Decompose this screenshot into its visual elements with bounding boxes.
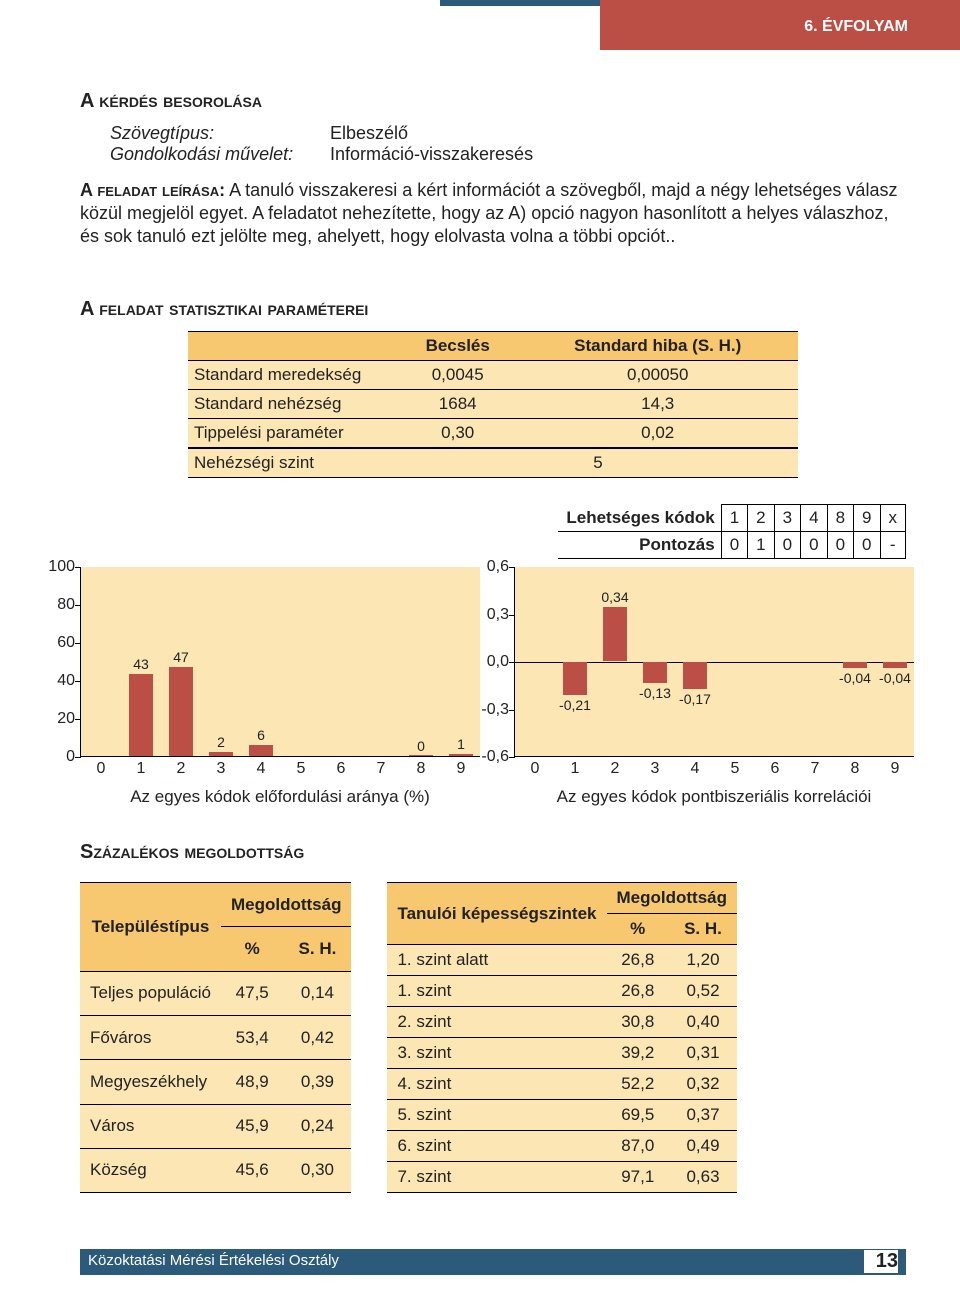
table-row: Megyeszékhely48,90,39	[80, 1060, 351, 1104]
table-row: 6. szint87,00,49	[387, 1131, 737, 1162]
classification-list: Szövegtípus:Elbeszélő Gondolkodási művel…	[110, 123, 906, 165]
col-pct: %	[607, 914, 669, 945]
kv-value: Információ-visszakeresés	[330, 144, 533, 164]
param-se: 14,3	[517, 390, 798, 419]
description-lead: A feladat leírása:	[80, 180, 225, 200]
param-header-empty	[188, 332, 398, 361]
settlement-table: Településtípus Megoldottság % S. H. Telj…	[80, 882, 351, 1193]
table-row: 1. szint26,80,52	[387, 976, 737, 1007]
table-row: Standard nehézség168414,3	[188, 390, 798, 419]
table-row: Tippelési paraméter0,300,02	[188, 419, 798, 449]
correlation-chart: -0,6-0,30,00,30,60123456789-0,210,34-0,1…	[514, 567, 914, 807]
table-row: 4. szint52,20,32	[387, 1069, 737, 1100]
code-cell: 0	[854, 532, 880, 559]
difficulty-label: Nehézségi szint	[188, 448, 398, 478]
code-cell: 0	[827, 532, 853, 559]
kv-key: Gondolkodási művelet:	[110, 144, 330, 165]
grade-label: 6. ÉVFOLYAM	[804, 18, 908, 35]
difficulty-row: Nehézségi szint5	[188, 448, 798, 478]
table-row: 2. szint30,80,40	[387, 1007, 737, 1038]
code-cell: 0	[721, 532, 747, 559]
code-cell: 8	[827, 505, 853, 532]
page-header: 6. ÉVFOLYAM	[600, 0, 960, 50]
col-se: S. H.	[669, 914, 737, 945]
param-header-est: Becslés	[398, 332, 517, 361]
task-description: A feladat leírása: A tanuló visszakeresi…	[80, 179, 906, 248]
code-cell: -	[880, 532, 906, 559]
param-est: 0,30	[398, 419, 517, 449]
table-row: 1. szint alatt26,81,20	[387, 945, 737, 976]
solved-header: Megoldottság	[607, 883, 738, 914]
param-se: 0,00050	[517, 361, 798, 390]
param-label: Standard nehézség	[188, 390, 398, 419]
table-row: Város45,90,24	[80, 1104, 351, 1148]
ability-header: Tanulói képességszintek	[387, 883, 606, 945]
code-cell: 2	[748, 505, 774, 532]
param-est: 1684	[398, 390, 517, 419]
settlement-header: Településtípus	[80, 883, 221, 972]
chart-caption: Az egyes kódok pontbiszeriális korreláci…	[514, 787, 914, 807]
classification-title: A kérdés besorolása	[80, 90, 906, 113]
params-table: Becslés Standard hiba (S. H.) Standard m…	[188, 331, 798, 478]
table-row: 7. szint97,10,63	[387, 1162, 737, 1193]
kv-value: Elbeszélő	[330, 123, 408, 143]
ability-table: Tanulói képességszintek Megoldottság % S…	[387, 882, 737, 1193]
table-row: Standard meredekség0,00450,00050	[188, 361, 798, 390]
param-est: 0,0045	[398, 361, 517, 390]
table-row: Község45,60,30	[80, 1148, 351, 1192]
param-se: 0,02	[517, 419, 798, 449]
code-cell: 4	[801, 505, 827, 532]
solved-title: Százalékos megoldottság	[80, 841, 906, 864]
codes-row-label: Pontozás	[558, 532, 721, 559]
table-row: Főváros53,40,42	[80, 1015, 351, 1059]
difficulty-value: 5	[398, 448, 798, 478]
col-pct: %	[221, 927, 283, 971]
codes-table: Lehetséges kódok 1 2 3 4 8 9 x Pontozás …	[466, 504, 906, 559]
frequency-chart: 020406080100012345678943472601 Az egyes …	[80, 567, 480, 807]
param-label: Standard meredekség	[188, 361, 398, 390]
param-label: Tippelési paraméter	[188, 419, 398, 449]
solved-header: Megoldottság	[221, 883, 352, 927]
footer-dept: Közoktatási Mérési Értékelési Osztály	[88, 1252, 339, 1269]
col-se: S. H.	[283, 927, 351, 971]
code-cell: 0	[801, 532, 827, 559]
header-blue-strip	[440, 0, 600, 6]
table-row: Teljes populáció47,50,14	[80, 971, 351, 1015]
code-cell: 1	[748, 532, 774, 559]
chart-caption: Az egyes kódok előfordulási aránya (%)	[80, 787, 480, 807]
table-row: 5. szint69,50,37	[387, 1100, 737, 1131]
kv-key: Szövegtípus:	[110, 123, 330, 144]
codes-row-label: Lehetséges kódok	[558, 505, 721, 532]
code-cell: x	[880, 505, 906, 532]
table-row: 3. szint39,20,31	[387, 1038, 737, 1069]
code-cell: 3	[774, 505, 800, 532]
code-cell: 1	[721, 505, 747, 532]
code-cell: 0	[774, 532, 800, 559]
code-cell: 9	[854, 505, 880, 532]
page-footer: Közoktatási Mérési Értékelési Osztály 13	[80, 1249, 906, 1281]
page-number: 13	[864, 1250, 898, 1273]
param-header-se: Standard hiba (S. H.)	[517, 332, 798, 361]
params-title: A feladat statisztikai paraméterei	[80, 298, 906, 321]
